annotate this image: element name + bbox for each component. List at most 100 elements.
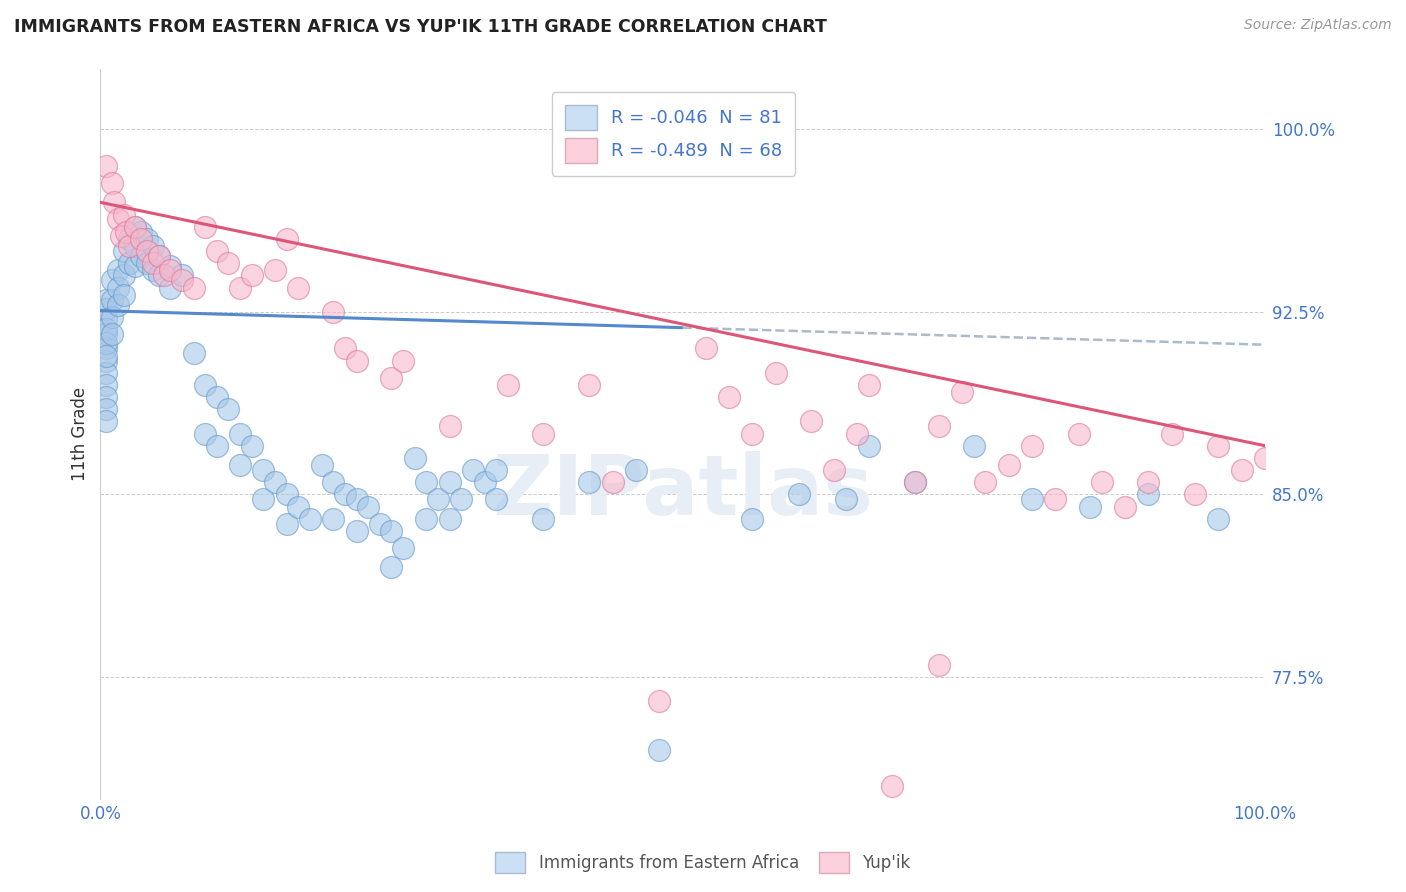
Point: [96, 353, 118, 368]
Point: [858, 377, 880, 392]
Point: [846, 426, 869, 441]
Point: [194, 377, 217, 392]
Point: [96, 312, 118, 326]
Point: [904, 475, 927, 490]
Point: [252, 492, 274, 507]
Point: [485, 463, 508, 477]
Point: [229, 426, 252, 441]
Point: [333, 487, 356, 501]
Point: [450, 492, 472, 507]
Point: [800, 414, 823, 428]
Point: [183, 346, 205, 360]
Point: [1021, 492, 1043, 507]
Point: [183, 280, 205, 294]
Point: [229, 280, 252, 294]
Point: [136, 244, 159, 258]
Point: [124, 219, 146, 234]
Point: [624, 463, 647, 477]
Point: [928, 657, 950, 672]
Point: [96, 402, 118, 417]
Point: [240, 268, 263, 283]
Point: [112, 207, 135, 221]
Point: [1184, 487, 1206, 501]
Point: [380, 370, 402, 384]
Point: [148, 249, 170, 263]
Point: [997, 458, 1019, 472]
Point: [1206, 511, 1229, 525]
Point: [950, 385, 973, 400]
Point: [1045, 492, 1067, 507]
Point: [531, 511, 554, 525]
Point: [415, 475, 437, 490]
Point: [1114, 500, 1136, 514]
Point: [159, 259, 181, 273]
Point: [287, 280, 309, 294]
Point: [298, 511, 321, 525]
Point: [695, 342, 717, 356]
Point: [496, 377, 519, 392]
Point: [287, 500, 309, 514]
Point: [194, 426, 217, 441]
Point: [392, 541, 415, 555]
Point: [96, 293, 118, 307]
Y-axis label: 11th Grade: 11th Grade: [72, 386, 89, 481]
Point: [240, 439, 263, 453]
Point: [153, 268, 176, 283]
Point: [1067, 426, 1090, 441]
Point: [1206, 439, 1229, 453]
Point: [368, 516, 391, 531]
Point: [380, 560, 402, 574]
Point: [96, 302, 118, 317]
Point: [602, 475, 624, 490]
Text: ZIPatlas: ZIPatlas: [492, 451, 873, 533]
Point: [101, 176, 124, 190]
Point: [142, 256, 165, 270]
Point: [264, 475, 287, 490]
Point: [101, 326, 124, 341]
Text: IMMIGRANTS FROM EASTERN AFRICA VS YUP'IK 11TH GRADE CORRELATION CHART: IMMIGRANTS FROM EASTERN AFRICA VS YUP'IK…: [14, 18, 827, 36]
Point: [129, 225, 152, 239]
Point: [115, 225, 138, 239]
Point: [118, 239, 141, 253]
Point: [96, 326, 118, 341]
Point: [170, 273, 193, 287]
Point: [129, 232, 152, 246]
Point: [107, 263, 129, 277]
Point: [103, 195, 125, 210]
Point: [118, 256, 141, 270]
Point: [124, 219, 146, 234]
Point: [101, 293, 124, 307]
Point: [170, 268, 193, 283]
Point: [531, 426, 554, 441]
Point: [718, 390, 741, 404]
Point: [96, 366, 118, 380]
Point: [101, 310, 124, 324]
Point: [148, 268, 170, 283]
Point: [311, 458, 333, 472]
Text: Source: ZipAtlas.com: Source: ZipAtlas.com: [1244, 18, 1392, 32]
Point: [107, 280, 129, 294]
Point: [194, 219, 217, 234]
Point: [96, 322, 118, 336]
Point: [276, 232, 298, 246]
Point: [112, 288, 135, 302]
Point: [858, 439, 880, 453]
Point: [112, 268, 135, 283]
Point: [928, 419, 950, 434]
Point: [217, 256, 239, 270]
Point: [205, 390, 228, 404]
Point: [474, 475, 496, 490]
Point: [439, 419, 461, 434]
Point: [811, 852, 834, 866]
Point: [159, 263, 181, 277]
Point: [124, 259, 146, 273]
Point: [485, 492, 508, 507]
Point: [264, 263, 287, 277]
Point: [96, 414, 118, 428]
Point: [96, 390, 118, 404]
Point: [741, 426, 763, 441]
Point: [823, 463, 845, 477]
Point: [322, 475, 344, 490]
Point: [1160, 426, 1182, 441]
Point: [142, 263, 165, 277]
